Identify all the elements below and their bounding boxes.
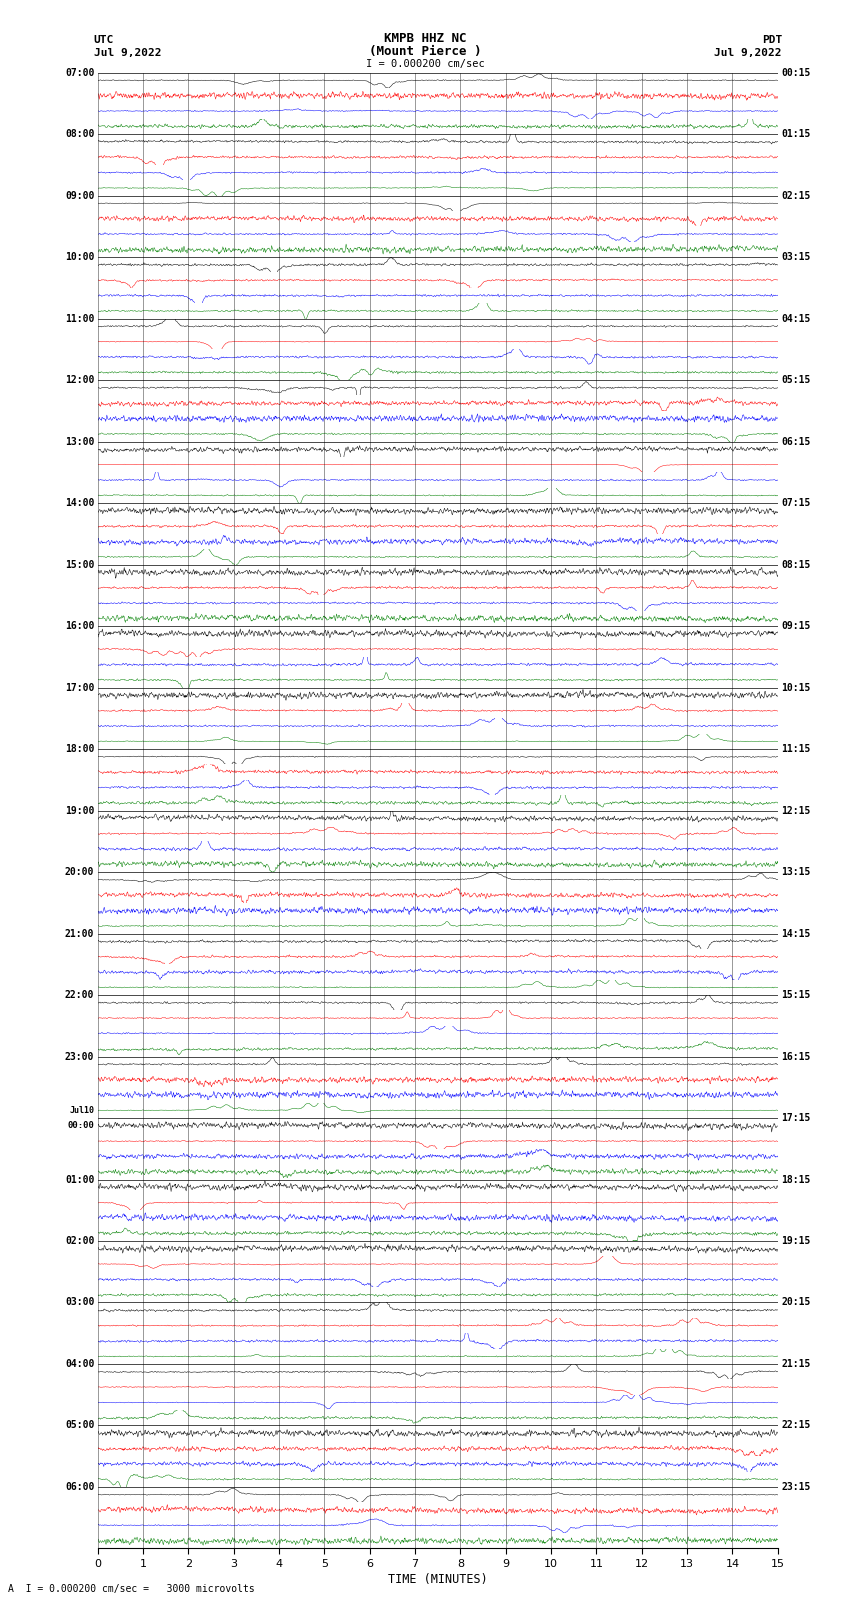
- Text: 20:15: 20:15: [781, 1297, 811, 1308]
- Text: 04:00: 04:00: [65, 1360, 94, 1369]
- Text: A  I = 0.000200 cm/sec =   3000 microvolts: A I = 0.000200 cm/sec = 3000 microvolts: [8, 1584, 255, 1594]
- Text: 18:15: 18:15: [781, 1174, 811, 1184]
- Text: 06:00: 06:00: [65, 1482, 94, 1492]
- Text: 02:00: 02:00: [65, 1236, 94, 1245]
- Text: 22:15: 22:15: [781, 1421, 811, 1431]
- Text: 08:00: 08:00: [65, 129, 94, 139]
- Text: UTC: UTC: [94, 35, 114, 45]
- Text: 13:15: 13:15: [781, 868, 811, 877]
- Text: 11:00: 11:00: [65, 313, 94, 324]
- Text: 10:00: 10:00: [65, 252, 94, 261]
- Text: 19:15: 19:15: [781, 1236, 811, 1245]
- Text: 15:00: 15:00: [65, 560, 94, 569]
- Text: 14:15: 14:15: [781, 929, 811, 939]
- Text: 17:00: 17:00: [65, 682, 94, 692]
- Text: 20:00: 20:00: [65, 868, 94, 877]
- Text: 00:00: 00:00: [67, 1121, 94, 1131]
- Text: 01:00: 01:00: [65, 1174, 94, 1184]
- Text: 23:00: 23:00: [65, 1052, 94, 1061]
- Text: Jul10: Jul10: [70, 1107, 94, 1115]
- Text: 02:15: 02:15: [781, 190, 811, 200]
- X-axis label: TIME (MINUTES): TIME (MINUTES): [388, 1573, 488, 1586]
- Text: Jul 9,2022: Jul 9,2022: [94, 48, 161, 58]
- Text: I = 0.000200 cm/sec: I = 0.000200 cm/sec: [366, 60, 484, 69]
- Text: 01:15: 01:15: [781, 129, 811, 139]
- Text: 23:15: 23:15: [781, 1482, 811, 1492]
- Text: 13:00: 13:00: [65, 437, 94, 447]
- Text: 04:15: 04:15: [781, 313, 811, 324]
- Text: 11:15: 11:15: [781, 744, 811, 753]
- Text: 05:15: 05:15: [781, 376, 811, 386]
- Text: 19:00: 19:00: [65, 805, 94, 816]
- Text: (Mount Pierce ): (Mount Pierce ): [369, 45, 481, 58]
- Text: 12:00: 12:00: [65, 376, 94, 386]
- Text: 14:00: 14:00: [65, 498, 94, 508]
- Text: 09:15: 09:15: [781, 621, 811, 631]
- Text: 15:15: 15:15: [781, 990, 811, 1000]
- Text: 22:00: 22:00: [65, 990, 94, 1000]
- Text: 05:00: 05:00: [65, 1421, 94, 1431]
- Text: 03:15: 03:15: [781, 252, 811, 261]
- Text: 00:15: 00:15: [781, 68, 811, 77]
- Text: 21:00: 21:00: [65, 929, 94, 939]
- Text: KMPB HHZ NC: KMPB HHZ NC: [383, 32, 467, 45]
- Text: 07:15: 07:15: [781, 498, 811, 508]
- Text: 03:00: 03:00: [65, 1297, 94, 1308]
- Text: 06:15: 06:15: [781, 437, 811, 447]
- Text: 17:15: 17:15: [781, 1113, 811, 1123]
- Text: PDT: PDT: [762, 35, 782, 45]
- Text: 16:00: 16:00: [65, 621, 94, 631]
- Text: 08:15: 08:15: [781, 560, 811, 569]
- Text: 10:15: 10:15: [781, 682, 811, 692]
- Text: 12:15: 12:15: [781, 805, 811, 816]
- Text: 18:00: 18:00: [65, 744, 94, 753]
- Text: Jul 9,2022: Jul 9,2022: [715, 48, 782, 58]
- Text: 09:00: 09:00: [65, 190, 94, 200]
- Text: 21:15: 21:15: [781, 1360, 811, 1369]
- Text: 07:00: 07:00: [65, 68, 94, 77]
- Text: 16:15: 16:15: [781, 1052, 811, 1061]
